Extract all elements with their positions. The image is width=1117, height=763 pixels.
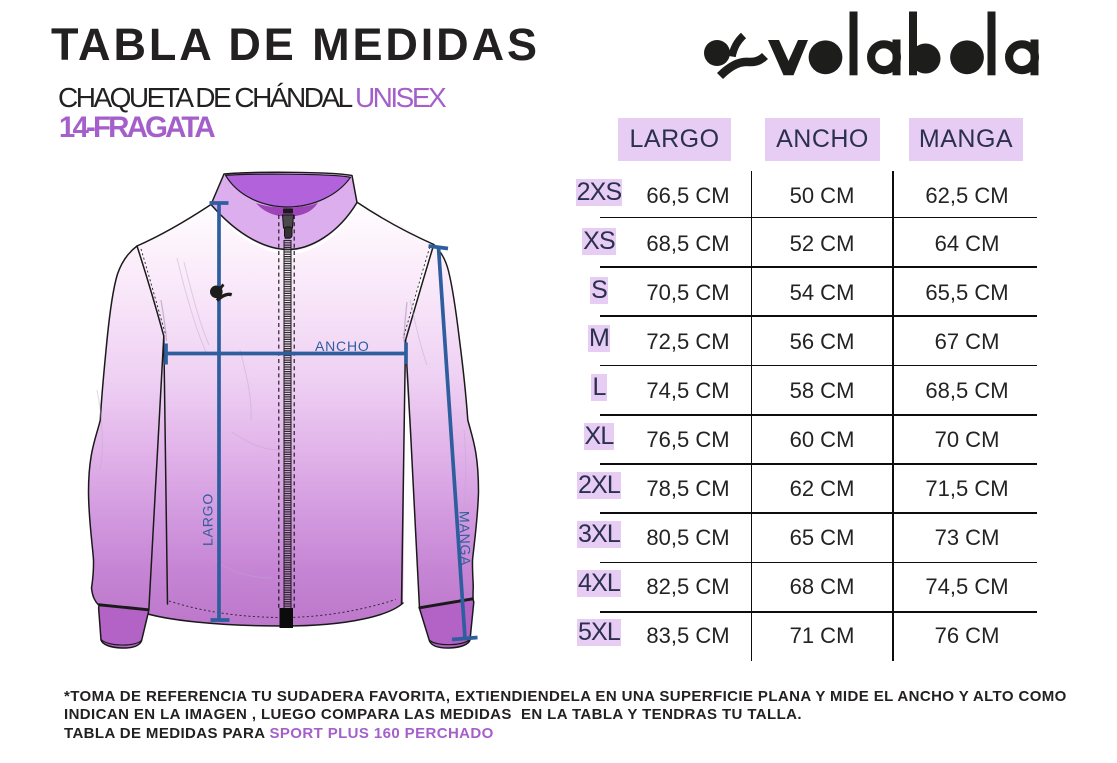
svg-text:LARGO: LARGO: [200, 493, 216, 546]
svg-text:MANGA: MANGA: [456, 511, 473, 567]
svg-text:ANCHO: ANCHO: [315, 338, 370, 354]
